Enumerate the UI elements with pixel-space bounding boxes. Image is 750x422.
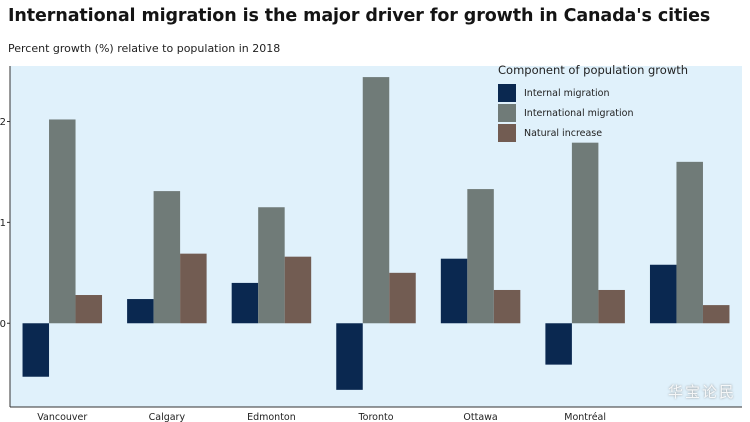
chart-subtitle: Percent growth (%) relative to populatio…: [8, 42, 281, 55]
legend-label-international: International migration: [524, 107, 634, 119]
bar-montral-internal-migration: [545, 323, 572, 365]
bar-vancouver-natural-increase: [75, 295, 103, 324]
bar-toronto-internal-migration: [336, 323, 363, 390]
bar-ottawa-international-migration: [467, 189, 494, 324]
bar-toronto-international-migration: [362, 77, 390, 324]
bar-montral-international-migration: [571, 142, 599, 324]
watermark: 华宝论民: [667, 383, 736, 401]
legend-swatch-natural: [498, 124, 516, 142]
legend-item-international: International migration: [498, 103, 688, 123]
bar-edmonton-natural-increase: [284, 256, 312, 324]
legend-label-natural: Natural increase: [524, 127, 603, 139]
legend-swatch-international: [498, 104, 516, 122]
bar-edmonton-international-migration: [258, 207, 285, 324]
bar-vancouver-international-migration: [49, 119, 76, 324]
chart-title: International migration is the major dri…: [8, 6, 711, 26]
legend-label-internal: Internal migration: [524, 87, 610, 99]
legend-swatch-internal: [498, 84, 516, 102]
legend-title: Component of population growth: [498, 63, 689, 77]
bar-unlabeled-natural-increase: [702, 305, 730, 324]
bar-ottawa-natural-increase: [493, 289, 521, 324]
legend: Component of population growth Internal …: [498, 63, 688, 143]
bar-edmonton-internal-migration: [231, 282, 259, 324]
x-tick-label: Ottawa: [463, 412, 497, 422]
bar-ottawa-internal-migration: [440, 258, 468, 324]
y-tick-label: 1: [0, 218, 6, 229]
x-tick-label: Vancouver: [37, 412, 87, 422]
bar-toronto-natural-increase: [389, 272, 416, 324]
bar-vancouver-internal-migration: [22, 323, 50, 377]
legend-item-internal: Internal migration: [498, 83, 688, 103]
bar-calgary-natural-increase: [180, 253, 207, 324]
bar-unlabeled-international-migration: [676, 161, 703, 324]
y-tick-label: 0: [0, 319, 6, 330]
bar-calgary-internal-migration: [127, 299, 154, 324]
x-tick-label: Calgary: [149, 412, 186, 422]
legend-item-natural: Natural increase: [498, 123, 688, 143]
bar-calgary-international-migration: [153, 191, 181, 324]
y-tick-label: 2: [0, 117, 6, 128]
bar-unlabeled-internal-migration: [649, 264, 677, 324]
x-tick-label: Toronto: [357, 412, 393, 422]
x-tick-label: Edmonton: [247, 412, 296, 422]
x-tick-label: Montréal: [564, 412, 606, 422]
bar-montral-natural-increase: [598, 289, 625, 324]
